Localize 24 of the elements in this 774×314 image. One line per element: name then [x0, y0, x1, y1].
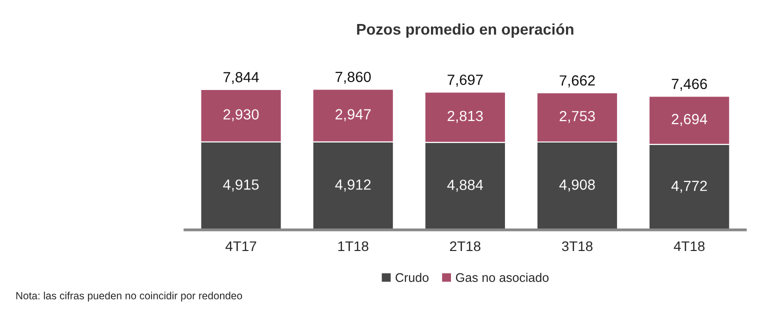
data-label: 4,912	[335, 179, 371, 192]
total-label: 7,860	[336, 72, 371, 84]
text: Nota: las cifras pueden no coincidir por redondeo	[16, 292, 242, 302]
x-tick-label: 4T18	[674, 241, 705, 252]
x-tick-label: 2T18	[450, 241, 480, 252]
chart-title: Pozos promedio en operación	[357, 23, 574, 38]
data-label: 4,884	[447, 180, 483, 192]
x-tick-label: 1T18	[338, 241, 368, 252]
total-label: 7,662	[560, 75, 595, 88]
x-tick-label: 3T18	[562, 241, 592, 252]
data-label: 4,772	[671, 180, 707, 193]
data-label: 4,908	[559, 180, 595, 192]
total-label: 7,466	[672, 78, 707, 91]
legend-label: Crudo	[396, 272, 429, 282]
data-label: 2,813	[448, 110, 483, 123]
data-label: 2,947	[336, 109, 371, 122]
legend-label: Gas no asociado	[456, 272, 549, 282]
data-label: 2,753	[560, 110, 595, 123]
data-label: 4,915	[223, 179, 259, 192]
total-label: 7,697	[448, 74, 483, 87]
data-label: 2,694	[672, 114, 708, 126]
x-tick-label: 4T17	[226, 241, 256, 252]
data-label: 2,930	[224, 109, 259, 122]
total-label: 7,844	[224, 72, 259, 84]
